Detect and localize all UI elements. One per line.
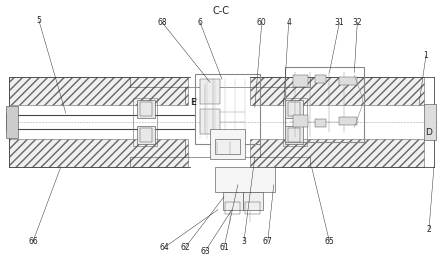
Bar bbox=[200, 109, 220, 134]
Bar bbox=[339, 77, 358, 85]
Bar bbox=[315, 119, 326, 127]
Bar bbox=[215, 167, 275, 192]
Text: 1: 1 bbox=[424, 51, 428, 60]
Bar bbox=[285, 100, 303, 118]
Bar bbox=[200, 79, 220, 104]
Text: 68: 68 bbox=[157, 18, 167, 27]
Text: 64: 64 bbox=[159, 243, 169, 252]
Bar bbox=[315, 75, 326, 83]
Bar bbox=[225, 202, 240, 214]
Text: C-C: C-C bbox=[213, 6, 230, 16]
Bar bbox=[210, 129, 245, 159]
Bar bbox=[6, 113, 16, 131]
Text: 3: 3 bbox=[241, 237, 246, 246]
Bar bbox=[243, 192, 263, 210]
Bar bbox=[288, 102, 299, 116]
Bar bbox=[137, 126, 155, 144]
Text: E: E bbox=[190, 98, 196, 107]
Bar bbox=[9, 114, 14, 130]
Bar bbox=[250, 139, 424, 167]
Text: 5: 5 bbox=[36, 16, 41, 25]
Text: 31: 31 bbox=[334, 18, 344, 27]
Bar bbox=[285, 67, 364, 142]
Bar bbox=[223, 192, 243, 210]
Text: 2: 2 bbox=[427, 225, 431, 234]
Text: 62: 62 bbox=[180, 243, 190, 252]
Bar bbox=[245, 202, 260, 214]
Text: 4: 4 bbox=[286, 18, 291, 27]
Bar bbox=[133, 98, 157, 146]
Text: 65: 65 bbox=[325, 237, 334, 246]
Bar bbox=[288, 128, 299, 142]
Bar bbox=[293, 115, 307, 127]
Text: 6: 6 bbox=[198, 18, 202, 27]
Bar bbox=[140, 102, 152, 116]
Bar bbox=[293, 75, 307, 87]
Bar bbox=[285, 126, 303, 144]
Bar bbox=[137, 100, 155, 118]
Bar bbox=[339, 117, 358, 125]
Text: 61: 61 bbox=[219, 243, 229, 252]
Text: D: D bbox=[426, 127, 432, 137]
Text: 67: 67 bbox=[263, 237, 272, 246]
Text: 63: 63 bbox=[200, 247, 210, 256]
Bar bbox=[215, 139, 240, 154]
Bar bbox=[250, 77, 424, 105]
Bar bbox=[9, 139, 188, 167]
Bar bbox=[195, 74, 260, 144]
Bar bbox=[9, 77, 188, 105]
Bar bbox=[424, 104, 436, 140]
Bar bbox=[140, 128, 152, 142]
Text: 60: 60 bbox=[257, 18, 267, 27]
Bar bbox=[6, 106, 18, 138]
Bar bbox=[283, 98, 307, 146]
Text: 32: 32 bbox=[353, 18, 362, 27]
Text: 66: 66 bbox=[28, 237, 38, 246]
Text: E: E bbox=[191, 98, 195, 107]
